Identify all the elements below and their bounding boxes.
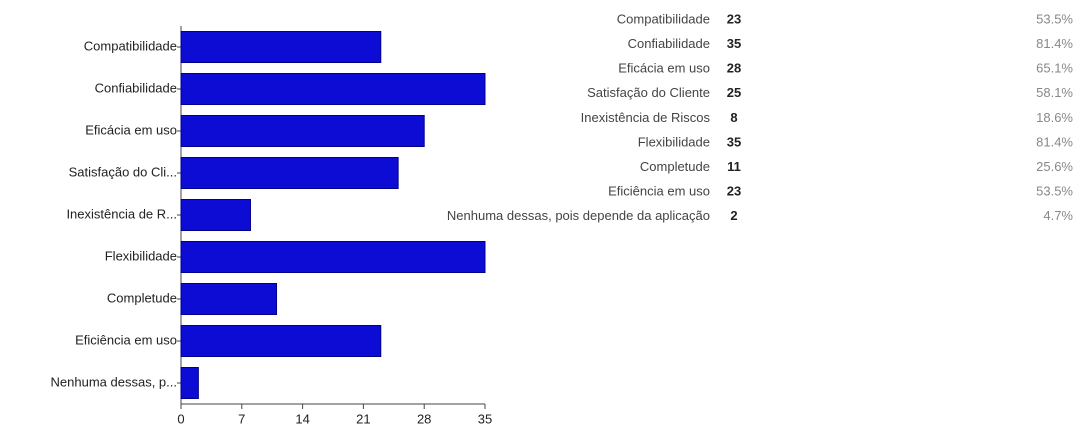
row-label: Nenhuma dessas, pois depende da aplicaçã… [447,208,710,223]
row-label: Satisfação do Cliente [587,85,710,100]
x-tick-label: 0 [177,411,184,426]
bar [180,241,486,273]
y-tick-label: Compatibilidade [84,38,177,53]
x-tick-label: 14 [295,411,309,426]
row-count: 23 [727,11,741,26]
bar [180,199,251,231]
y-tick-label: Confiabilidade [95,80,177,95]
row-count: 25 [727,85,741,100]
x-tick-label: 28 [417,411,431,426]
y-tick-label: Flexibilidade [105,248,177,263]
bar [180,31,382,63]
y-tick-label: Eficácia em uso [85,122,177,137]
row-label: Eficiência em uso [608,184,710,199]
row-count: 35 [727,36,741,51]
x-tick-label: 7 [238,411,245,426]
row-percent: 53.5% [1036,184,1073,199]
row-percent: 58.1% [1036,85,1073,100]
bar [180,367,199,399]
x-tick-label: 21 [356,411,370,426]
row-percent: 25.6% [1036,159,1073,174]
y-tick-label: Eficiência em uso [75,332,177,347]
y-tick-label: Inexistência de R... [66,206,177,221]
row-percent: 65.1% [1036,61,1073,76]
y-tick-label: Satisfação do Cli... [69,164,177,179]
row-label: Flexibilidade [638,134,710,149]
bar [180,325,382,357]
bar [180,73,486,105]
row-label: Eficácia em uso [618,61,710,76]
bar [180,157,399,189]
row-count: 2 [730,208,737,223]
row-percent: 81.4% [1036,36,1073,51]
row-label: Inexistência de Riscos [581,110,711,125]
row-count: 28 [727,61,741,76]
row-percent: 4.7% [1043,208,1073,223]
row-count: 35 [727,134,741,149]
bar [180,283,278,315]
row-label: Completude [640,159,710,174]
row-percent: 18.6% [1036,110,1073,125]
row-count: 11 [727,159,741,174]
row-count: 23 [727,184,741,199]
row-label: Compatibilidade [617,11,710,26]
row-label: Confiabilidade [628,36,710,51]
x-tick-label: 35 [478,411,492,426]
y-tick-label: Nenhuma dessas, p... [51,374,177,389]
row-percent: 81.4% [1036,134,1073,149]
row-count: 8 [730,110,737,125]
row-percent: 53.5% [1036,11,1073,26]
y-tick-label: Completude [107,290,177,305]
bar [180,115,425,147]
